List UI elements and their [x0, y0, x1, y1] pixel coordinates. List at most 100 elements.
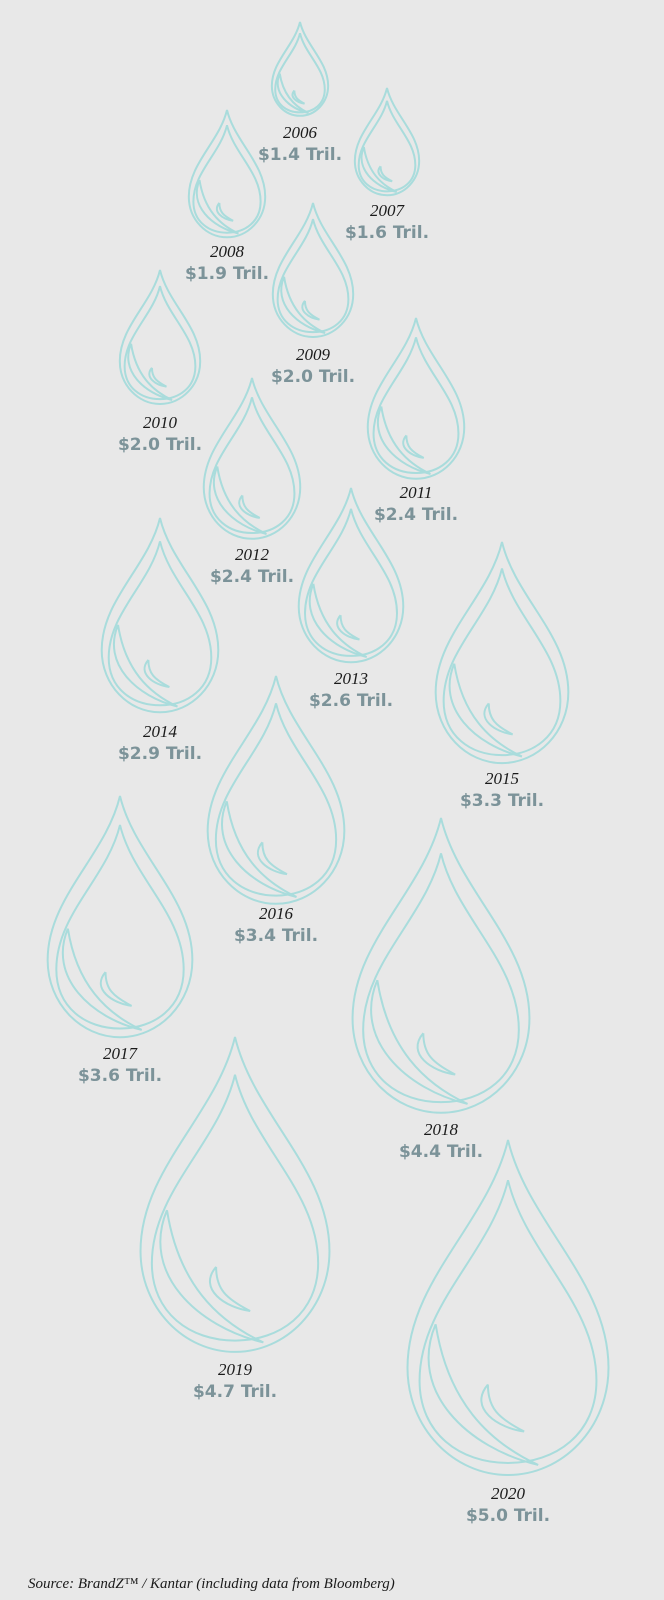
source-note: Source: BrandZ™ / Kantar (including data… [28, 1576, 395, 1592]
drop [368, 318, 464, 479]
drop [353, 818, 530, 1113]
value-label: $2.6 Tril. [309, 691, 393, 711]
year-label: 2009 [296, 345, 331, 364]
drop-leaf-small [418, 1033, 456, 1074]
drop-outline [120, 270, 200, 404]
drop [141, 1037, 330, 1352]
drop-inner [278, 219, 349, 332]
drop [272, 22, 328, 116]
drop [355, 88, 419, 195]
year-label: 2017 [103, 1044, 139, 1063]
drop [204, 378, 300, 539]
drop-inner [275, 33, 325, 112]
drop-leaf [222, 801, 297, 897]
year-label: 2007 [370, 201, 406, 220]
year-label: 2008 [210, 242, 245, 261]
drop [208, 676, 345, 904]
drop-outline [272, 22, 328, 116]
drop-leaf-small [302, 301, 319, 320]
year-label: 2018 [424, 1120, 459, 1139]
drop-inner [374, 337, 459, 473]
drop-inner [305, 509, 397, 656]
drop-inner [193, 125, 260, 232]
value-label: $3.3 Tril. [460, 791, 544, 811]
drop-inner [210, 397, 295, 533]
drop-leaf-small [293, 90, 305, 103]
drop-leaf [114, 625, 178, 707]
drop-leaf [197, 180, 239, 233]
value-label: $1.6 Tril. [345, 223, 429, 243]
year-label: 2020 [491, 1484, 526, 1503]
drop [436, 542, 569, 763]
drop-leaf-small [217, 203, 233, 221]
value-label: $4.4 Tril. [399, 1142, 483, 1162]
drop-inner [363, 853, 519, 1102]
value-label: $2.9 Tril. [118, 744, 202, 764]
drop-outline [355, 88, 419, 195]
drop-leaf [378, 406, 431, 474]
drop [273, 203, 353, 337]
year-label: 2012 [235, 545, 270, 564]
drop-outline [299, 488, 404, 662]
drop-leaf-small [481, 1385, 524, 1432]
drop-inner [420, 1180, 597, 1463]
drop-leaf-small [403, 435, 424, 458]
drop-leaf [429, 1324, 539, 1465]
drop-leaf-small [239, 495, 260, 518]
drop-inner [152, 1075, 318, 1341]
drop-leaf-small [101, 972, 132, 1006]
drop-inner [109, 541, 212, 705]
value-label: $1.9 Tril. [185, 264, 269, 284]
value-label: $3.4 Tril. [234, 926, 318, 946]
drop-outline [436, 542, 569, 763]
drop-leaf [278, 74, 309, 113]
value-label: $5.0 Tril. [466, 1506, 550, 1526]
value-label: $2.0 Tril. [271, 367, 355, 387]
drop-outline [408, 1140, 609, 1475]
year-label: 2013 [334, 669, 368, 688]
drop-inner [444, 569, 561, 756]
year-label: 2019 [218, 1360, 253, 1379]
drop [102, 518, 219, 712]
drop-outline [208, 676, 345, 904]
value-label: $1.4 Tril. [258, 145, 342, 165]
year-label: 2011 [400, 483, 433, 502]
drop-leaf-small [210, 1267, 250, 1311]
drop [120, 270, 200, 404]
drop-inner [56, 825, 183, 1029]
drop-leaf-small [149, 368, 166, 387]
year-label: 2006 [283, 123, 318, 142]
drop-inner [359, 101, 416, 191]
drop-inner [125, 286, 196, 399]
value-label: $3.6 Tril. [78, 1066, 162, 1086]
value-label: $2.4 Tril. [210, 567, 294, 587]
drop-leaf [310, 584, 367, 657]
year-label: 2016 [259, 904, 294, 923]
year-label: 2010 [143, 413, 178, 432]
year-label: 2014 [143, 722, 178, 741]
drop-leaf [63, 929, 142, 1030]
drop-leaf [128, 344, 172, 400]
drop-outline [48, 796, 193, 1037]
value-label: $2.0 Tril. [118, 435, 202, 455]
drop-outline [102, 518, 219, 712]
drop-leaf-small [258, 842, 287, 874]
drop-outline [368, 318, 464, 479]
drop-leaf [362, 147, 397, 192]
drop-leaf [160, 1210, 263, 1342]
drop-outline [353, 818, 530, 1113]
drop-leaf [450, 664, 522, 757]
drop-leaf-small [484, 703, 512, 734]
drop-inner [216, 703, 336, 895]
drop-leaf-small [337, 615, 359, 639]
drop-leaf [281, 277, 325, 333]
year-label: 2015 [485, 769, 519, 788]
value-label: $2.4 Tril. [374, 505, 458, 525]
drop-outline [141, 1037, 330, 1352]
drop [189, 110, 265, 237]
drop-leaf [214, 466, 267, 534]
drop [408, 1140, 609, 1475]
value-label: $4.7 Tril. [193, 1382, 277, 1402]
drop-leaf [371, 980, 467, 1104]
